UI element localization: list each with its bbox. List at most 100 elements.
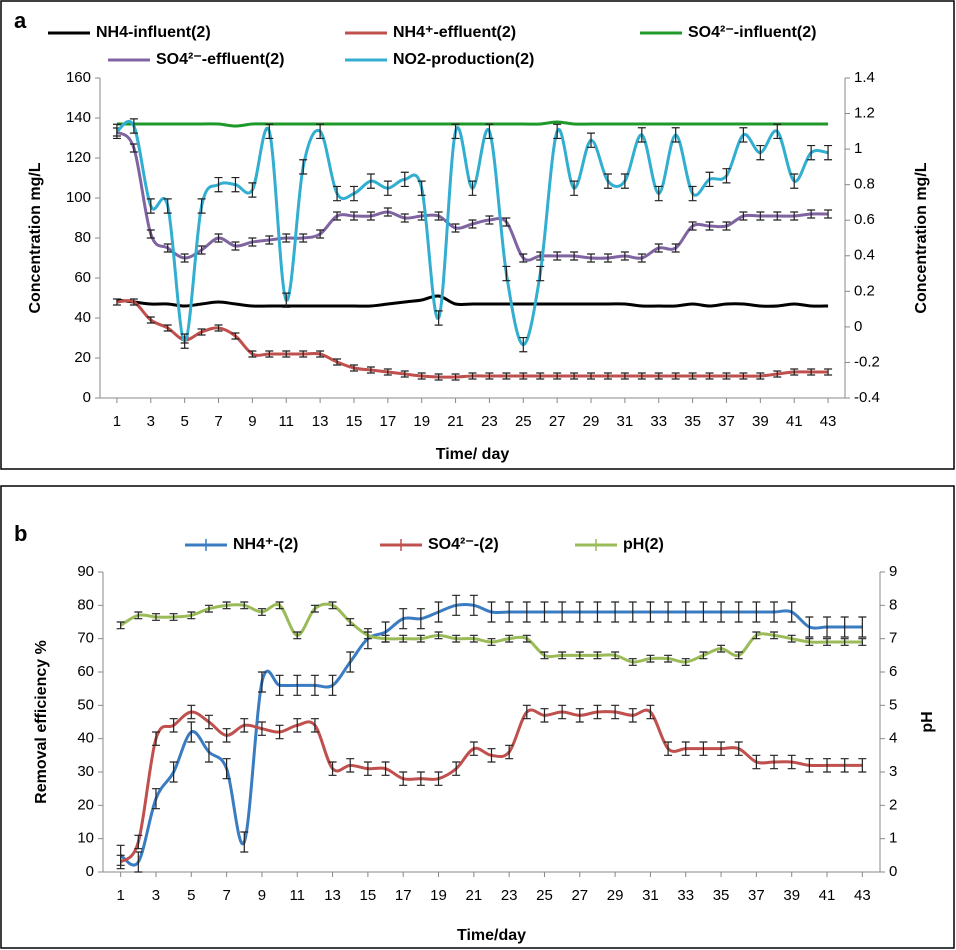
x-tick-label: 35 xyxy=(713,887,730,904)
y2-tick-label: 7 xyxy=(889,630,897,647)
series-line xyxy=(119,603,863,867)
error-bar xyxy=(752,601,761,623)
error-bar xyxy=(222,728,231,743)
x-tick-label: 11 xyxy=(278,413,294,430)
error-bar xyxy=(858,616,867,638)
error-bar xyxy=(522,704,531,720)
x-tick-label: 9 xyxy=(248,413,256,430)
error-bar xyxy=(112,298,121,306)
error-bar xyxy=(163,198,172,214)
error-bar xyxy=(824,209,833,219)
error-bar xyxy=(805,616,814,638)
y2-tick-label: 1 xyxy=(854,140,862,157)
error-bar xyxy=(265,350,274,358)
error-bar xyxy=(169,761,178,783)
error-bar xyxy=(333,185,342,202)
x-tick-label: 13 xyxy=(312,413,329,430)
error-bar xyxy=(333,211,342,221)
error-bar xyxy=(222,758,231,780)
error-bar xyxy=(522,634,531,643)
error-bar xyxy=(734,601,743,623)
error-bar xyxy=(275,674,284,696)
legend-label: NH4⁺-(2) xyxy=(233,536,298,553)
error-bar xyxy=(231,332,240,340)
error-bar xyxy=(688,221,697,231)
error-bar xyxy=(487,601,496,623)
error-bar xyxy=(646,704,655,720)
error-bar xyxy=(134,611,143,620)
y-tick-label: 10 xyxy=(77,830,94,847)
error-bar xyxy=(570,372,579,380)
error-bar xyxy=(840,758,849,773)
error-bar xyxy=(664,601,673,623)
error-bar xyxy=(722,221,731,231)
error-bar xyxy=(805,758,814,773)
y2-tick-label: 0.8 xyxy=(854,176,875,193)
error-bar xyxy=(346,758,355,773)
y-tick-label: 160 xyxy=(66,69,91,86)
error-bar xyxy=(487,748,496,763)
error-bar xyxy=(739,372,748,380)
x-tick-label: 17 xyxy=(379,413,396,430)
error-bar xyxy=(116,621,125,630)
error-bar xyxy=(705,171,714,188)
x-axis-title: Time/day xyxy=(457,927,526,944)
x-tick-label: 1 xyxy=(113,413,121,430)
error-bar xyxy=(752,631,761,640)
x-tick-label: 43 xyxy=(854,887,871,904)
error-bar xyxy=(553,251,562,261)
x-tick-label: 37 xyxy=(718,413,735,430)
error-bar xyxy=(722,168,731,184)
error-bar xyxy=(129,298,138,306)
error-bar xyxy=(187,704,196,720)
legend-label: SO4²⁻-influent(2) xyxy=(688,24,816,41)
y2-axis-title: Concentration mg/L xyxy=(913,162,930,313)
error-bar xyxy=(558,651,567,660)
error-bar xyxy=(654,243,663,253)
error-bar xyxy=(787,634,796,643)
error-bar xyxy=(146,229,155,239)
error-bar xyxy=(620,372,629,380)
y2-tick-label: 0 xyxy=(889,863,897,880)
panel-label: b xyxy=(14,521,27,546)
error-bar xyxy=(807,368,816,376)
y-tick-label: 50 xyxy=(77,696,94,713)
series-line xyxy=(115,130,829,262)
error-bar xyxy=(628,708,637,723)
error-bar xyxy=(637,127,646,143)
x-tick-label: 7 xyxy=(214,413,222,430)
error-bar xyxy=(502,372,511,380)
y-axis-title: Concentration mg/L xyxy=(27,162,44,313)
error-bar xyxy=(204,741,213,763)
error-bar xyxy=(553,372,562,380)
error-bar xyxy=(214,324,223,332)
y-tick-label: 100 xyxy=(66,189,91,206)
error-bar xyxy=(112,123,121,140)
error-bar xyxy=(293,674,302,696)
error-bar xyxy=(628,658,637,666)
error-bar xyxy=(346,618,355,626)
error-bar xyxy=(620,251,629,261)
error-bar xyxy=(197,245,206,255)
x-tick-label: 15 xyxy=(346,413,363,430)
error-bar xyxy=(575,601,584,623)
error-bar xyxy=(717,644,726,653)
x-tick-label: 39 xyxy=(752,413,769,430)
y-tick-label: 40 xyxy=(77,730,94,747)
error-bar xyxy=(265,235,274,245)
error-bar xyxy=(416,771,425,786)
y-tick-label: 0 xyxy=(83,389,91,406)
error-bar xyxy=(540,651,549,660)
error-bar xyxy=(248,182,257,198)
y2-tick-label: 1.4 xyxy=(854,69,875,86)
error-bar xyxy=(434,310,443,326)
error-bar xyxy=(603,173,612,189)
y2-tick-label: 1 xyxy=(889,830,897,847)
error-bar xyxy=(275,601,284,610)
x-tick-label: 27 xyxy=(571,887,588,904)
x-tick-label: 43 xyxy=(820,413,837,430)
error-bar xyxy=(734,651,743,660)
error-bar xyxy=(790,173,799,189)
error-bar xyxy=(705,221,714,231)
